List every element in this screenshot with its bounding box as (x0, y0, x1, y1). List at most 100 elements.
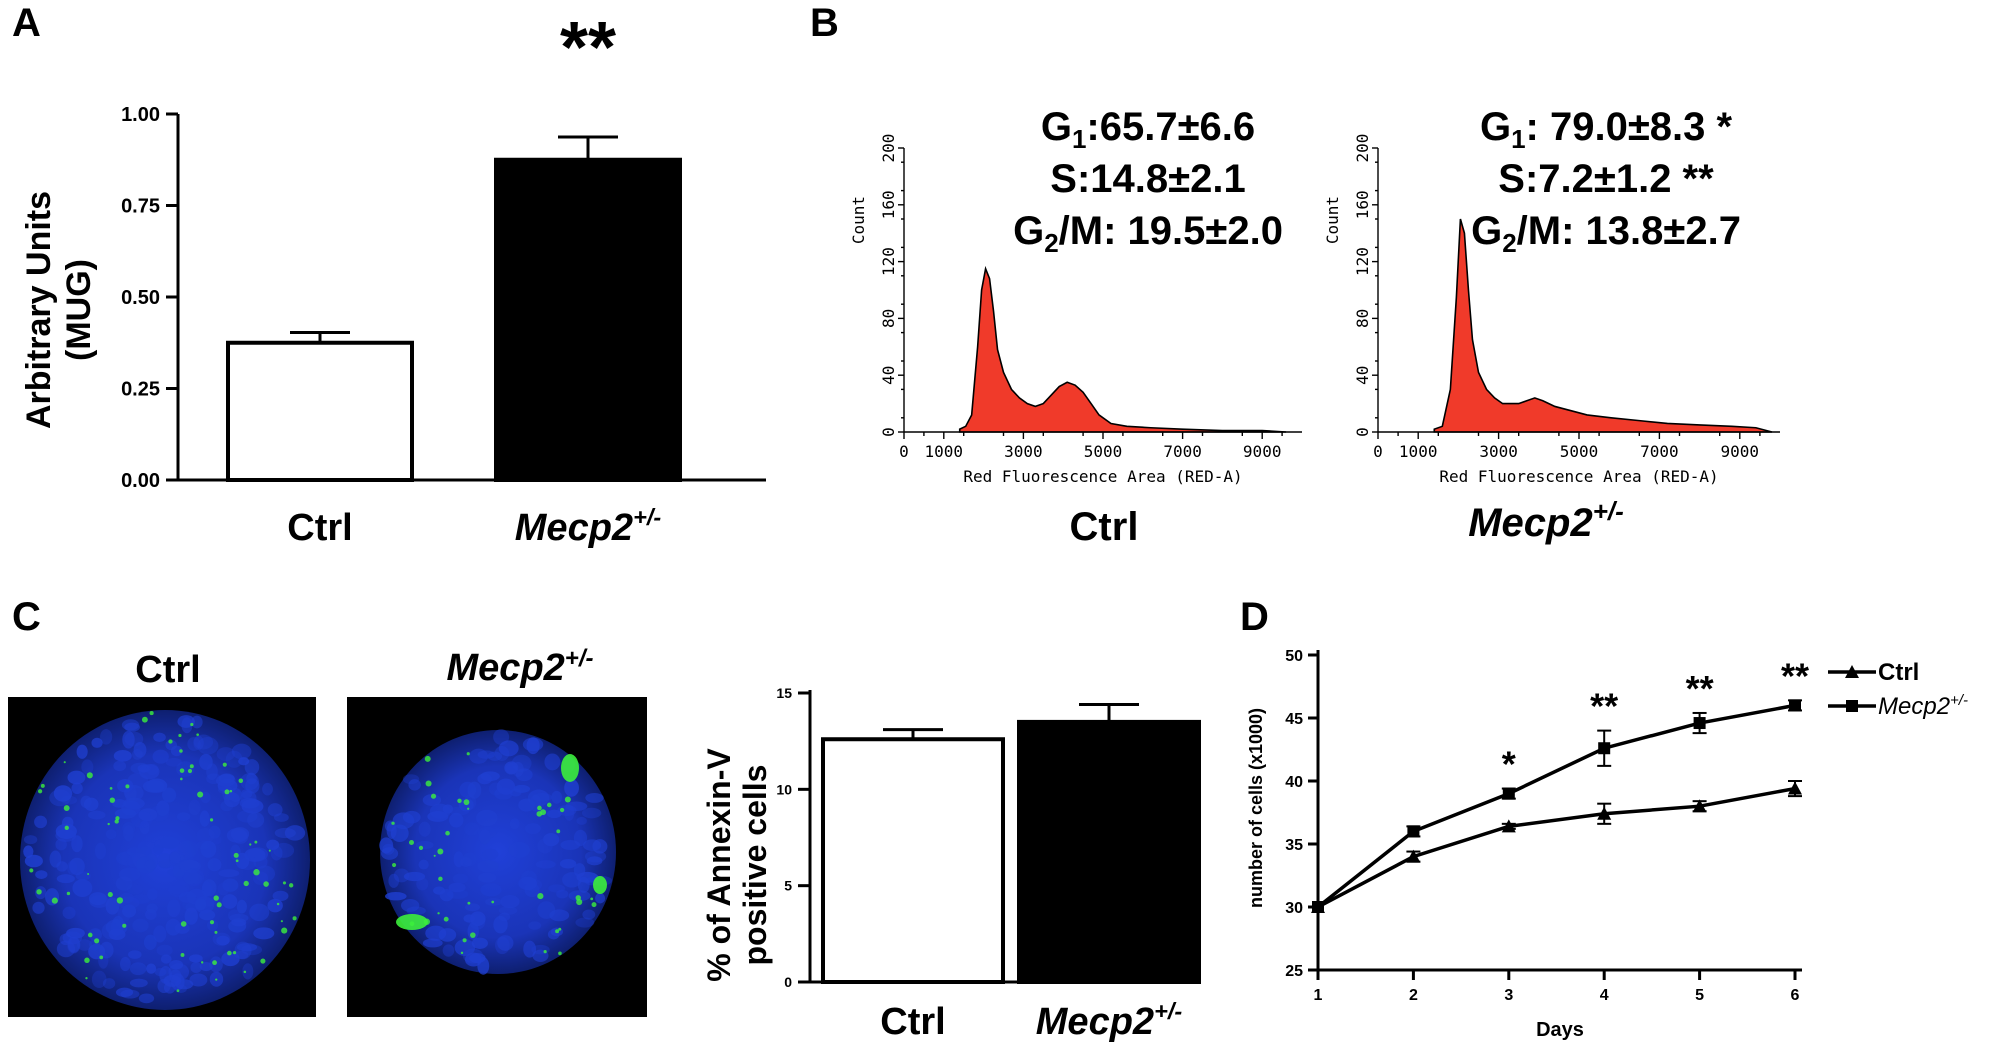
nucleus (157, 853, 173, 869)
panel-label-a: A (12, 1, 41, 45)
annexin-signal (445, 830, 450, 836)
annexin-signal (122, 923, 127, 928)
nucleus (167, 899, 181, 918)
annexin-signal (200, 961, 204, 964)
panel-c: Ctrl Mecp2+/- % of Annexin-V positive ce… (8, 645, 1201, 1043)
data-point-triangle (1692, 799, 1707, 813)
annexin-signal (238, 778, 244, 783)
nucleus (102, 978, 116, 989)
nucleus (208, 825, 221, 839)
nucleus (222, 878, 239, 892)
stat-phase: G (1041, 105, 1072, 149)
nucleus (122, 822, 136, 835)
title-name: Mecp2 (1468, 501, 1593, 545)
x-tick-label: 0 (899, 442, 909, 461)
nucleus (88, 892, 107, 906)
nucleus (448, 812, 464, 828)
bar-mecp2 (1017, 719, 1201, 985)
annexin-signal (559, 807, 565, 813)
nucleus (585, 792, 604, 803)
annexin-signal (64, 825, 69, 831)
annexin-signal (224, 789, 230, 795)
annexin-signal (37, 789, 43, 794)
nucleus (218, 773, 235, 784)
annexin-signal (268, 849, 271, 852)
annexin-signal (125, 784, 130, 789)
annexin-signal (233, 852, 239, 858)
y-axis-label: Count (1323, 196, 1342, 244)
image-title-mecp2: Mecp2+/- (447, 645, 594, 689)
category-label: Mecp2+/- (1036, 998, 1183, 1043)
stat-value: /M: 13.8±2.7 (1517, 209, 1741, 253)
x-axis-label: Red Fluorescence Area (RED-A) (1439, 467, 1718, 486)
y-tick-label: 10 (776, 781, 792, 797)
y-tick-label: 160 (1353, 190, 1372, 219)
data-point-triangle (1788, 781, 1802, 795)
y-tick-label: 5 (784, 878, 792, 894)
nucleus (200, 840, 217, 858)
annexin-signal (543, 950, 547, 954)
nucleus (464, 952, 483, 967)
nucleus (133, 742, 147, 758)
data-point-square (1312, 901, 1324, 913)
nucleus (156, 944, 173, 957)
annexin-signal (467, 807, 470, 810)
annexin-signal (282, 881, 287, 885)
annexin-signal (591, 902, 597, 908)
nucleus (582, 839, 602, 851)
nucleus (94, 842, 107, 860)
nucleus (160, 836, 180, 849)
nucleus (196, 827, 215, 843)
nucleus (105, 897, 120, 915)
nucleus (467, 781, 482, 799)
nucleus (267, 898, 283, 913)
data-point-square (1693, 717, 1706, 730)
panel-a-bar-chart: ** Arbitrary Units (MUG) 0.00 0.25 0.50 0.7… (20, 8, 766, 549)
annexin-signal (254, 840, 258, 844)
nucleus (129, 978, 148, 988)
x-tick-label: 3000 (1004, 442, 1043, 461)
annexin-signal (564, 796, 571, 803)
annexin-signal (575, 895, 581, 901)
nucleus (199, 753, 213, 771)
annexin-signal (457, 798, 462, 804)
nucleus (559, 858, 577, 869)
bar-ctrl (821, 737, 1005, 984)
y-tick-label: 0.50 (121, 287, 160, 309)
nucleus (123, 797, 145, 810)
annexin-signal (109, 787, 113, 790)
nucleus (556, 889, 569, 899)
nucleus (35, 870, 48, 879)
annexin-signal (212, 960, 217, 966)
annexin-signal (249, 843, 252, 846)
annexin-signal (288, 883, 294, 888)
nucleus (221, 951, 240, 967)
stat-value: :65.7±6.6 (1086, 105, 1255, 149)
nucleus (518, 876, 538, 891)
nucleus (509, 818, 520, 830)
nucleus (272, 890, 289, 902)
data-point-triangle (1597, 806, 1612, 820)
nucleus (494, 787, 513, 800)
legend-marker-square (1846, 700, 1858, 712)
x-tick-label: 2 (1409, 987, 1418, 1004)
nucleus (543, 832, 560, 847)
nucleus (238, 757, 250, 766)
annexin-signal (63, 805, 70, 811)
title-superscript: +/- (1593, 496, 1624, 526)
x-tick-label: 4 (1600, 987, 1609, 1004)
annexin-signal (292, 916, 297, 921)
nucleus (147, 888, 158, 901)
nucleus (573, 829, 588, 847)
x-tick-label: 5 (1695, 987, 1704, 1004)
y-tick-label: 0.00 (121, 470, 160, 492)
nucleus (449, 806, 470, 816)
nucleus (575, 917, 595, 928)
annexin-signal (180, 777, 183, 781)
nucleus (197, 736, 219, 755)
nucleus (478, 872, 497, 883)
nucleus (537, 901, 556, 919)
nucleus (222, 894, 238, 909)
nucleus (119, 956, 131, 972)
nucleus (142, 779, 165, 793)
